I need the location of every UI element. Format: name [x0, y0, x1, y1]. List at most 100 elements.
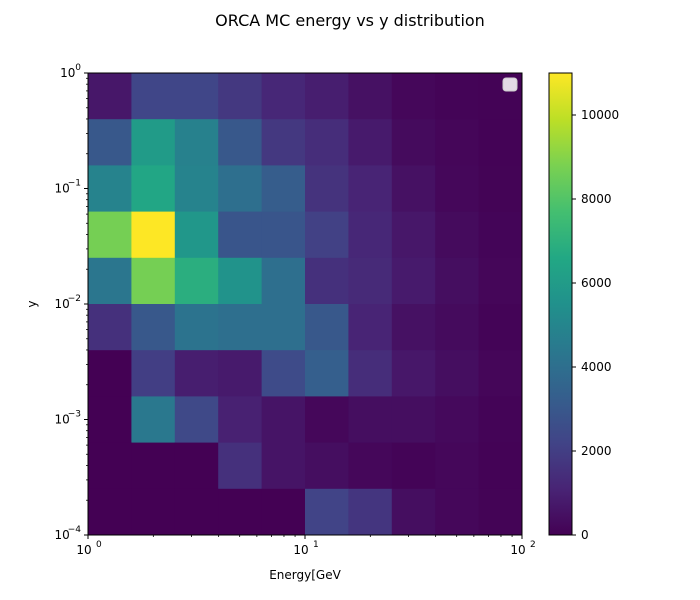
heatmap-cell — [218, 304, 263, 351]
heatmap-cell — [435, 350, 480, 397]
heatmap-cell — [131, 442, 176, 490]
heatmap-cell — [218, 257, 263, 305]
heatmap-cell — [261, 488, 306, 536]
heatmap-cell — [88, 257, 132, 305]
heatmap-cell — [131, 257, 176, 305]
heatmap-cell — [174, 257, 219, 305]
heatmap-cell — [305, 257, 349, 305]
heatmap-cell — [348, 350, 393, 397]
colorbar-tick-label: 8000 — [581, 192, 612, 206]
heatmap-cell — [131, 211, 176, 259]
heatmap-cell — [174, 396, 219, 444]
x-tick-label: 10 — [293, 543, 308, 557]
colorbar-tick-label: 10000 — [581, 108, 619, 122]
heatmap-cell — [435, 488, 480, 536]
heatmap-cell — [88, 350, 132, 397]
heatmap-cell — [218, 119, 263, 166]
x-axis: 10 0 10 1 10 2 — [76, 535, 536, 557]
y-tick-exponent: −4 — [68, 525, 82, 535]
heatmap-cell — [131, 396, 176, 444]
y-tick-exponent: 0 — [75, 63, 81, 73]
heatmap-cell — [305, 73, 349, 120]
colorbar — [548, 72, 573, 536]
heatmap-cell — [261, 165, 306, 213]
heatmap-cell — [478, 488, 523, 536]
colorbar-tick-label: 2000 — [581, 444, 612, 458]
y-tick-label: 10 — [55, 413, 70, 427]
heatmap-cell — [348, 211, 393, 259]
y-tick-exponent: −3 — [68, 410, 81, 420]
heatmap-cell — [305, 211, 349, 259]
colorbar-tick-label: 6000 — [581, 276, 612, 290]
heatmap-cell — [435, 442, 480, 490]
heatmap-cell — [348, 304, 393, 351]
heatmap-cell — [305, 304, 349, 351]
x-tick-label: 10 — [76, 543, 91, 557]
heatmap-cell — [478, 257, 523, 305]
heatmap-cell — [218, 73, 263, 120]
legend-frame — [502, 77, 518, 92]
heatmap-cell — [131, 350, 176, 397]
heatmap-cell — [261, 211, 306, 259]
legend-box — [502, 77, 518, 92]
heatmap-cell — [131, 304, 176, 351]
heatmap-cell — [478, 304, 523, 351]
heatmap-cell — [348, 73, 393, 120]
heatmap-cell — [391, 257, 436, 305]
heatmap-cell — [131, 165, 176, 213]
heatmap-cell — [478, 350, 523, 397]
y-tick-label: 10 — [55, 528, 70, 542]
heatmap-cell — [218, 488, 263, 536]
heatmap-cell — [218, 211, 263, 259]
heatmap-cell — [305, 165, 349, 213]
heatmap-cell — [261, 442, 306, 490]
heatmap-cell — [478, 442, 523, 490]
heatmap-cell — [261, 73, 306, 120]
heatmap-cell — [348, 442, 393, 490]
heatmap-cell — [478, 165, 523, 213]
heatmap-cell — [261, 119, 306, 166]
heatmap-cell — [305, 119, 349, 166]
heatmap-cell — [174, 442, 219, 490]
heatmap-cell — [391, 488, 436, 536]
heatmap-cell — [435, 257, 480, 305]
heatmap-cell — [435, 119, 480, 166]
heatmap-cell — [391, 165, 436, 213]
x-tick-exponent: 1 — [313, 540, 319, 550]
heatmap-cell — [348, 165, 393, 213]
colorbar-tick-label: 0 — [581, 528, 589, 542]
heatmap-cell — [131, 488, 176, 536]
heatmap-cell — [391, 211, 436, 259]
heatmap-cell — [88, 119, 132, 166]
heatmap-cell — [261, 350, 306, 397]
heatmap-cell — [88, 165, 132, 213]
heatmap-cell — [348, 488, 393, 536]
heatmap-cell — [131, 119, 176, 166]
heatmap-cell — [391, 73, 436, 120]
heatmap-cell — [391, 304, 436, 351]
heatmap-cell — [305, 350, 349, 397]
heatmap-cell — [435, 165, 480, 213]
heatmap-cell — [391, 350, 436, 397]
heatmap-cell — [88, 211, 132, 259]
heatmap-cell — [348, 119, 393, 166]
heatmap-cell — [435, 73, 480, 120]
heatmap-cell — [348, 257, 393, 305]
heatmap-cell — [348, 396, 393, 444]
x-axis-label: Energy[GeV — [269, 568, 341, 582]
heatmap-cell — [174, 73, 219, 120]
heatmap-cell — [435, 211, 480, 259]
heatmap-cell — [305, 442, 349, 490]
heatmap-cell — [305, 396, 349, 444]
heatmap-cell — [305, 488, 349, 536]
heatmap-cell — [131, 73, 176, 120]
heatmap-cell — [261, 257, 306, 305]
heatmap-cell — [478, 211, 523, 259]
y-tick-exponent: −1 — [68, 179, 81, 189]
heatmap-cell — [478, 119, 523, 166]
heatmap-cells — [88, 73, 523, 536]
y-tick-label: 10 — [60, 66, 75, 80]
heatmap-cell — [391, 396, 436, 444]
